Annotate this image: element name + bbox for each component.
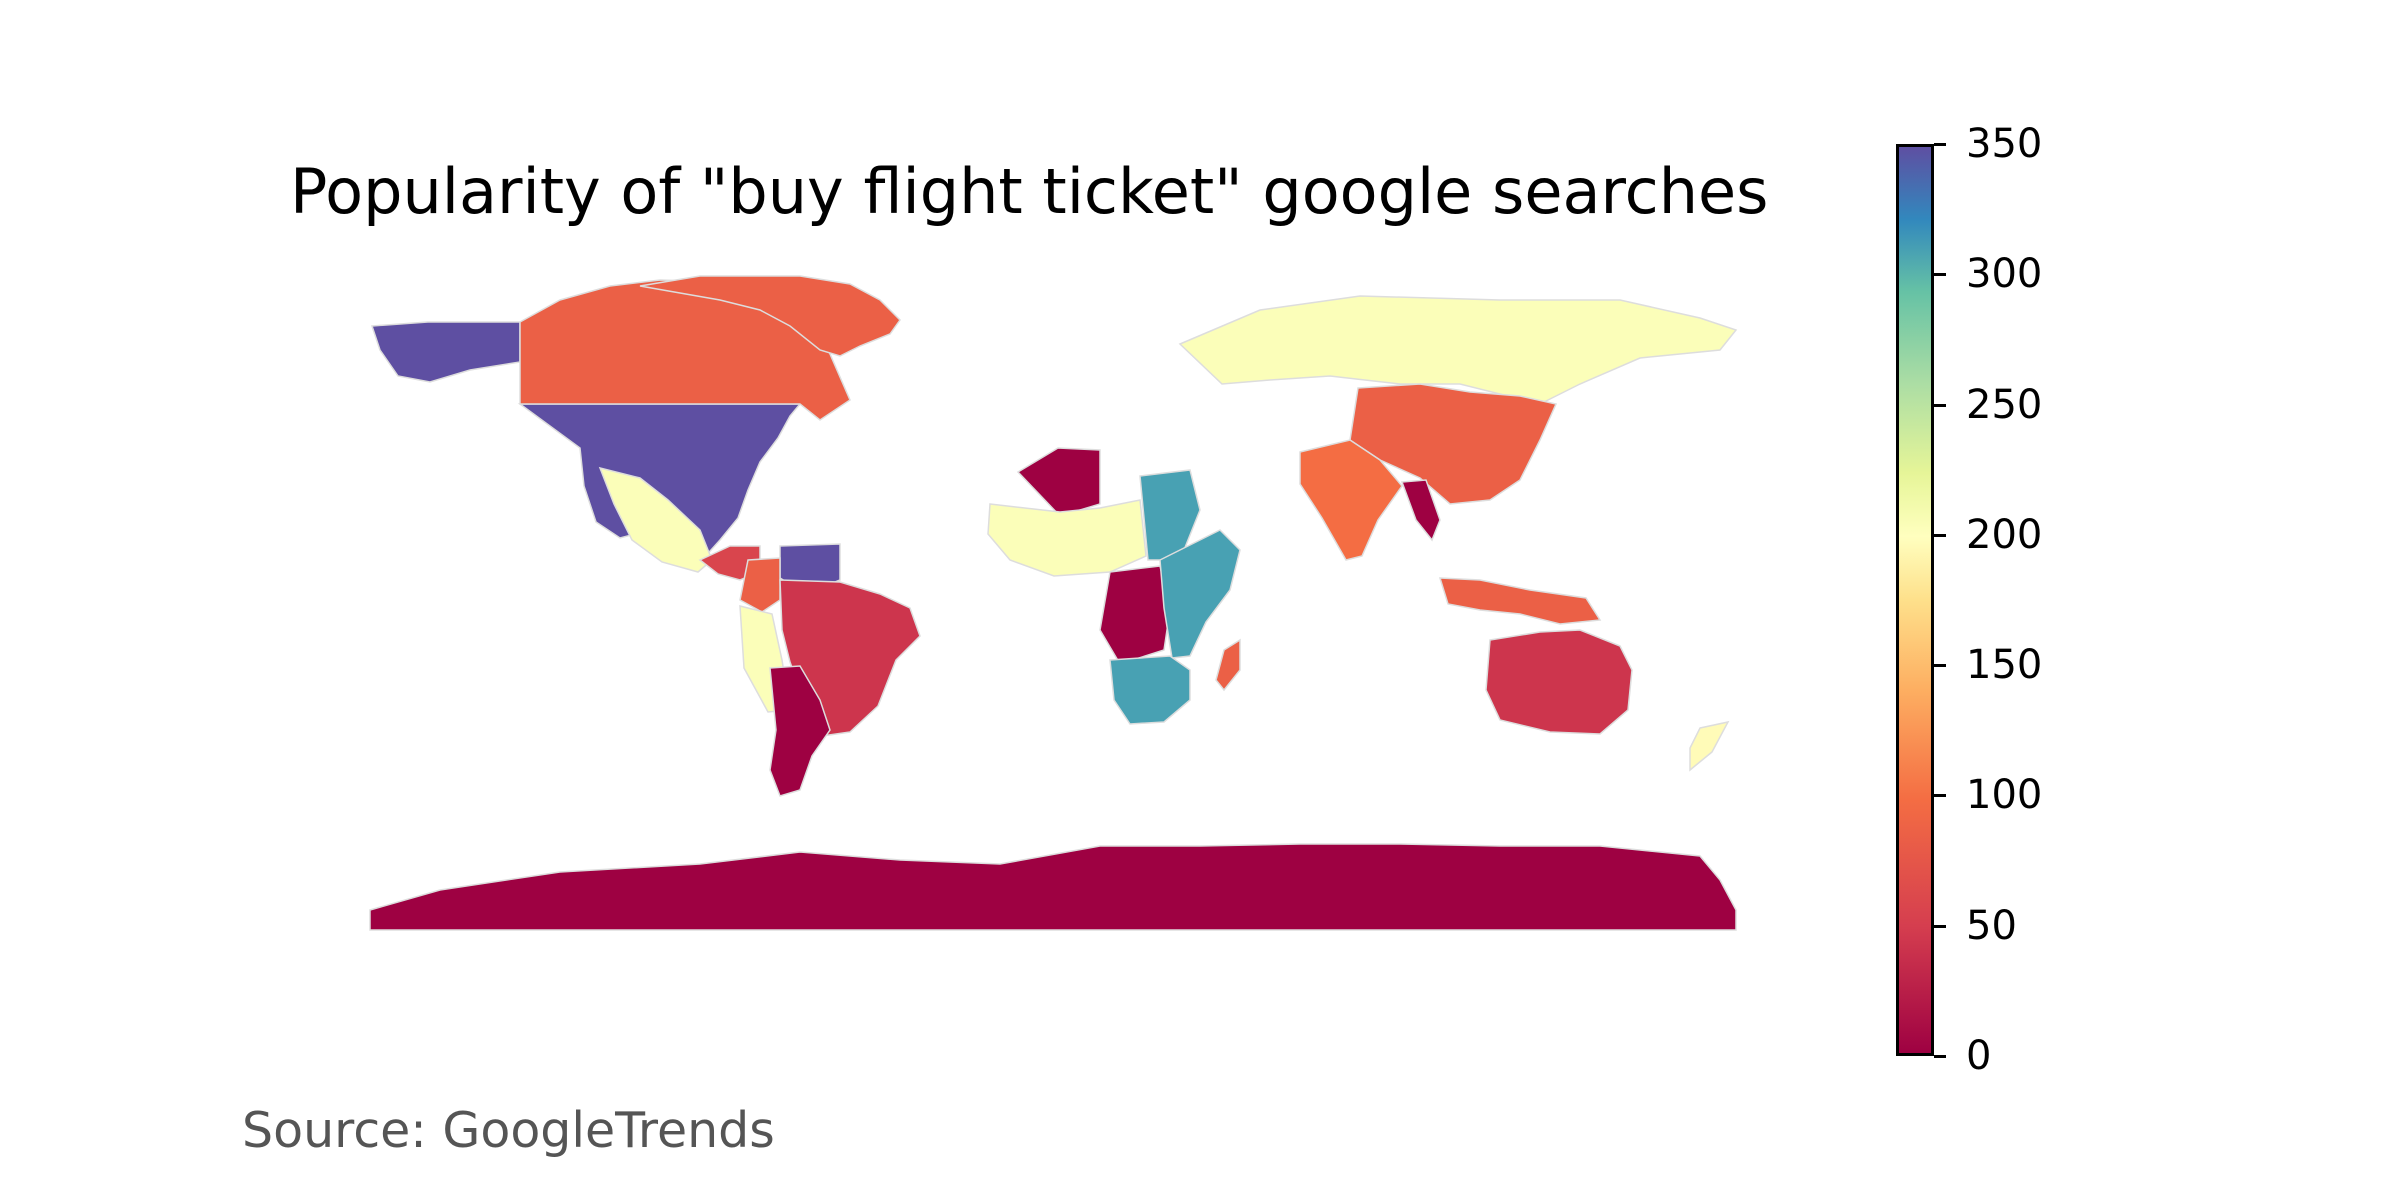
source-note: Source: GoogleTrends: [242, 1102, 775, 1159]
map-title: Popularity of "buy flight ticket" google…: [290, 155, 1769, 228]
colorbar-tick-label: 0: [1966, 1033, 1992, 1079]
colorbar: [1896, 144, 1934, 1056]
colorbar-tick: [1934, 273, 1946, 277]
region-algeria: [1016, 447, 1101, 517]
country-regions: [369, 275, 1738, 931]
colorbar-tick: [1934, 924, 1946, 928]
colorbar-tick-label: 50: [1966, 902, 2017, 949]
region-australia: [1485, 629, 1633, 735]
region-madagascar: [1215, 638, 1241, 692]
region-myanmar: [1400, 479, 1441, 542]
region-greenland: [639, 275, 901, 357]
region-indonesia: [1438, 577, 1602, 625]
colorbar-tick: [1934, 794, 1946, 798]
region-west-africa: [987, 499, 1147, 577]
colorbar-tick: [1934, 143, 1946, 146]
region-colombia: [739, 557, 781, 613]
colorbar-tick: [1934, 1055, 1946, 1058]
region-central-africa: [1099, 565, 1171, 665]
region-egypt: [1139, 469, 1201, 561]
colorbar-tick-label: 250: [1966, 381, 2043, 428]
colorbar-tick-label: 200: [1966, 511, 2043, 558]
region-united-states: [517, 403, 802, 561]
region-new-zealand: [1689, 720, 1730, 772]
region-india: [1299, 439, 1403, 561]
colorbar-tick-label: 300: [1966, 251, 2043, 298]
region-southern-africa: [1109, 655, 1191, 725]
region-russia: [1178, 295, 1738, 405]
colorbar-tick-label: 150: [1966, 642, 2043, 689]
region-antarctica: [369, 843, 1737, 931]
colorbar-tick-label: 100: [1966, 772, 2043, 819]
colorbar-tick: [1934, 664, 1946, 668]
region-alaska: [370, 321, 521, 383]
region-mexico: [598, 466, 713, 573]
colorbar-tick: [1934, 533, 1946, 537]
region-east-africa: [1159, 529, 1241, 659]
colorbar-tick-label: 350: [1966, 121, 2043, 167]
colorbar-tick: [1934, 403, 1946, 407]
region-argentina: [769, 665, 831, 797]
